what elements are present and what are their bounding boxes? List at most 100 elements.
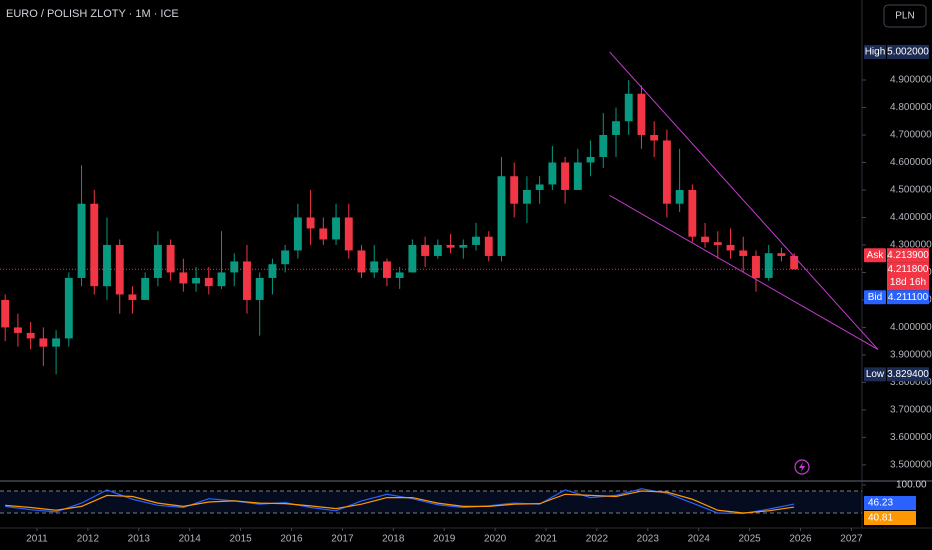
candle-body	[319, 228, 328, 240]
candle-body	[713, 242, 722, 245]
y-tick-label: 3.800000	[890, 377, 932, 388]
candle-body	[90, 203, 99, 287]
candle-body	[306, 217, 315, 229]
candle-body	[764, 253, 773, 278]
rsi-value-label: 40.81	[868, 513, 893, 524]
candle-body	[141, 277, 150, 300]
rsi-value-tag	[864, 511, 916, 525]
y-tick-label: 4.600000	[890, 157, 932, 168]
candle-body	[726, 244, 735, 251]
price-tag-name: Low	[866, 369, 885, 380]
x-tick-label: 2015	[229, 534, 252, 545]
candle-body	[103, 244, 111, 287]
axes: 3.500000 3.600000 3.700000 3.800000 3.900000…	[26, 44, 932, 545]
x-tick-label: 2014	[179, 534, 202, 545]
candle-body	[421, 244, 430, 256]
x-tick-label: 2020	[484, 534, 507, 545]
candle-body	[408, 244, 417, 273]
candle-body	[459, 244, 468, 248]
candle-body	[612, 121, 620, 135]
candle-body	[179, 272, 188, 284]
candle-body	[624, 93, 633, 122]
price-tag-label: 4.211100	[888, 292, 929, 303]
x-tick-label: 2024	[688, 534, 711, 545]
candle-body	[446, 244, 455, 248]
candle-body	[268, 264, 277, 278]
price-tag	[887, 248, 929, 263]
y-tick-label: 3.600000	[890, 432, 932, 443]
candle-body	[790, 255, 799, 270]
x-tick-label: 2018	[382, 534, 405, 545]
candle-body	[675, 189, 684, 204]
price-tag-label: 3.829400	[887, 369, 929, 380]
candle-body	[586, 156, 595, 163]
candle-body	[472, 236, 480, 245]
candle-body	[573, 162, 582, 190]
candle-body	[599, 134, 608, 157]
candle-body	[548, 162, 557, 185]
price-tag-label: 5.002000	[887, 47, 929, 58]
currency-label[interactable]: PLN	[895, 11, 914, 22]
price-tag-name: Bid	[868, 292, 882, 303]
candle-body	[561, 162, 570, 190]
price-tag	[887, 290, 929, 305]
price-tag-name-box	[864, 290, 886, 305]
x-tick-label: 2025	[738, 534, 761, 545]
rsi-value-tag	[864, 496, 916, 510]
candle-body	[64, 277, 73, 339]
candle-body	[637, 93, 646, 135]
trendline	[609, 51, 879, 350]
symbol-title: EURO / POLISH ZLOTY · 1M · ICE	[6, 8, 179, 20]
candle-body	[166, 244, 175, 273]
candle-body	[255, 277, 264, 300]
x-tick-label: 2017	[331, 534, 354, 545]
y-tick-label: 4.700000	[890, 130, 932, 141]
price-tag-name-box	[864, 248, 886, 263]
y-tick-label: 3.900000	[890, 350, 932, 361]
y-tick-label: 4.500000	[890, 185, 932, 196]
y-tick-label: 3.500000	[890, 460, 932, 471]
candle-body	[153, 244, 162, 278]
candle-body	[383, 261, 391, 278]
alert-icon[interactable]	[794, 459, 810, 475]
currency-button[interactable]	[883, 4, 927, 28]
candle-body	[497, 176, 506, 256]
x-tick-label: 2013	[128, 534, 151, 545]
price-tag	[887, 367, 929, 382]
candle-body	[115, 244, 124, 295]
price-tag-name-box	[864, 367, 886, 382]
candle-body	[510, 176, 519, 204]
x-tick-label: 2026	[789, 534, 812, 545]
price-tag-label: 4.213900	[887, 250, 929, 261]
candle-body	[701, 236, 710, 243]
x-tick-label: 2012	[77, 534, 100, 545]
candle-body	[344, 217, 353, 251]
candle-body	[739, 250, 748, 256]
candle-body	[1, 299, 10, 328]
candle-body	[39, 338, 48, 347]
candle-body	[128, 294, 137, 300]
candle-body	[777, 253, 786, 256]
candle-body	[230, 261, 239, 273]
x-tick-label: 2019	[433, 534, 456, 545]
candle-body	[281, 250, 290, 265]
trendline	[609, 195, 879, 350]
candle-body	[484, 236, 493, 256]
candle-body	[752, 255, 760, 278]
price-tag-name-box	[864, 44, 886, 59]
countdown-label: 18d 16h	[890, 277, 926, 288]
y-tick-label: 4.400000	[890, 212, 932, 223]
candle-body	[13, 327, 22, 333]
x-tick-label: 2011	[26, 534, 48, 545]
y-tick-label: 4.900000	[890, 75, 932, 86]
y-tick-label: 3.700000	[890, 405, 932, 416]
last-price-label: 4.211800	[888, 264, 929, 275]
y-tick-label: 4.300000	[890, 240, 932, 251]
candle-body	[293, 217, 302, 251]
x-tick-label: 2022	[586, 534, 609, 545]
rsi-line	[5, 490, 795, 514]
candle-body	[217, 272, 226, 287]
